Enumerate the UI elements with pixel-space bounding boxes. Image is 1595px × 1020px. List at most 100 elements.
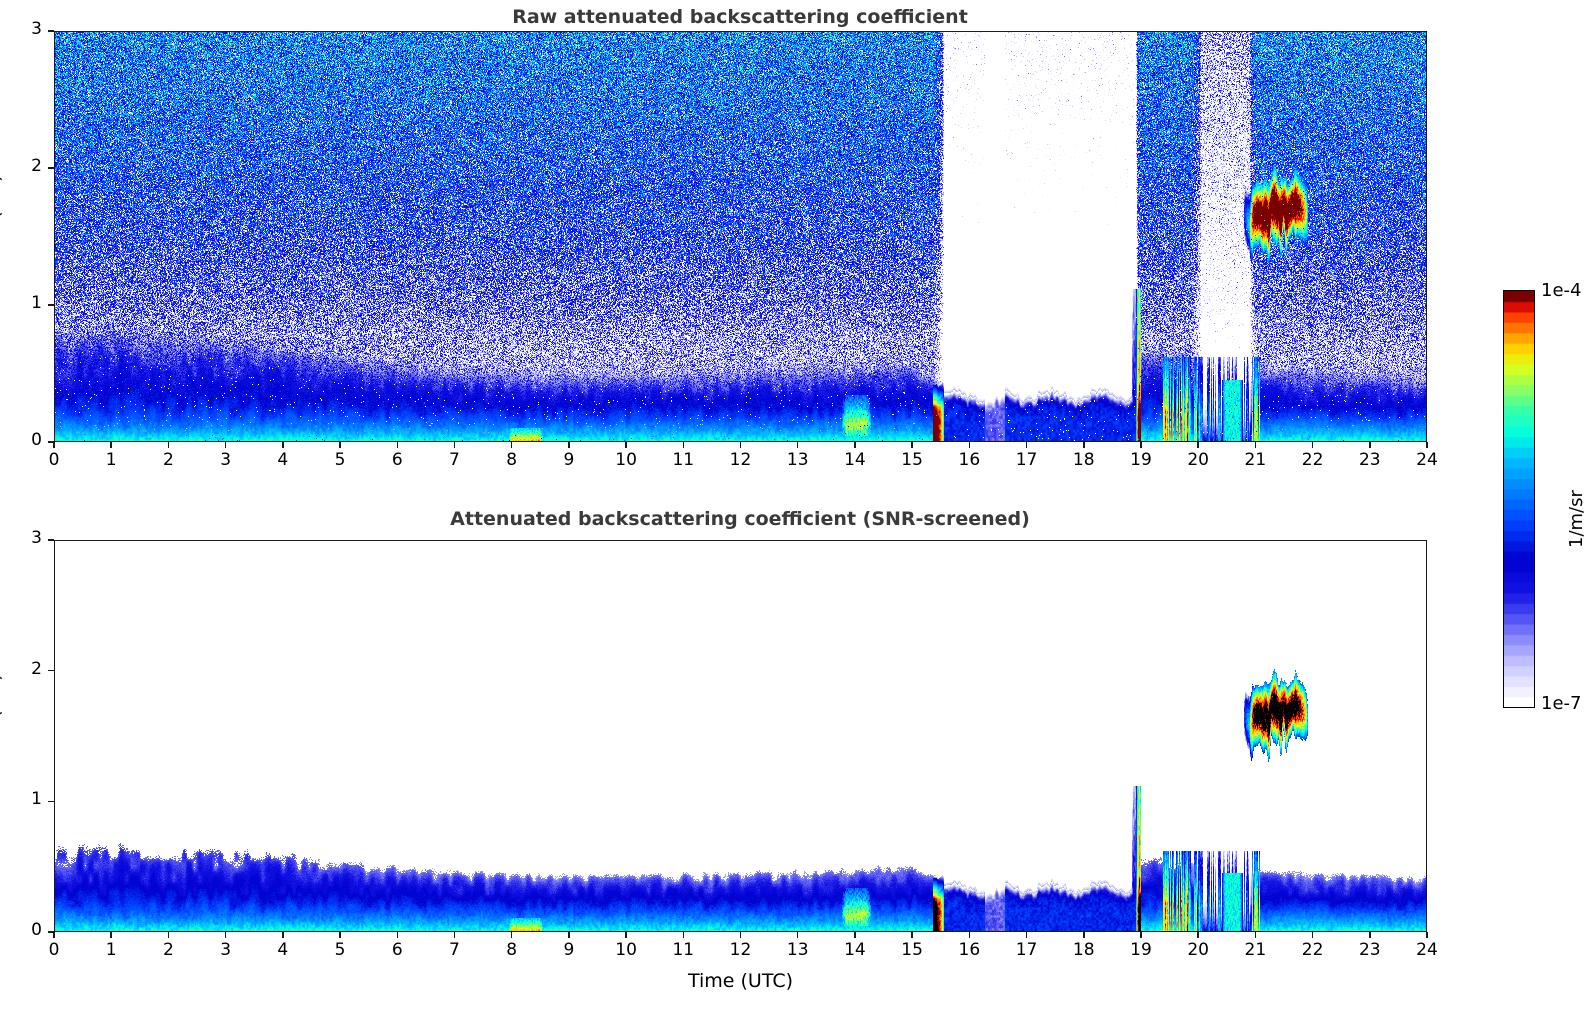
x-tick-mark <box>339 932 341 938</box>
x-tick-mark <box>568 932 570 938</box>
x-tick-mark <box>1369 932 1371 938</box>
x-tick-mark <box>224 932 227 938</box>
x-tick-mark <box>854 442 856 448</box>
x-tick-mark <box>739 442 742 448</box>
x-tick-mark <box>682 932 685 938</box>
x-tick-label: 6 <box>391 450 403 470</box>
x-tick-label: 9 <box>563 940 575 960</box>
x-tick-label: 3 <box>220 450 232 470</box>
x-tick-mark <box>1311 442 1314 448</box>
x-tick-label: 2 <box>162 450 174 470</box>
x-tick-mark <box>1254 442 1257 448</box>
x-tick-mark <box>625 932 627 938</box>
x-tick-label: 16 <box>958 450 981 470</box>
x-tick-label: 14 <box>844 940 866 960</box>
x-tick-label: 6 <box>391 940 403 960</box>
x-tick-label: 0 <box>48 940 60 960</box>
x-tick-mark <box>1140 932 1142 938</box>
x-tick-mark <box>110 442 112 448</box>
x-tick-label: 21 <box>1244 450 1267 470</box>
panel-screened-y-axis-label: Altitude (km) <box>0 673 4 798</box>
x-tick-label: 5 <box>334 450 346 470</box>
x-tick-label: 10 <box>615 940 637 960</box>
x-tick-mark <box>796 442 799 448</box>
x-tick-label: 19 <box>1130 940 1152 960</box>
x-tick-mark <box>1369 442 1371 448</box>
x-tick-mark <box>510 932 513 938</box>
x-tick-mark <box>1083 442 1085 448</box>
x-tick-mark <box>625 442 627 448</box>
x-tick-label: 9 <box>563 450 575 470</box>
x-tick-label: 18 <box>1072 940 1095 960</box>
x-tick-label: 5 <box>334 940 346 960</box>
y-tick-label: 1 <box>31 293 42 313</box>
x-tick-mark <box>396 932 398 938</box>
x-tick-label: 24 <box>1416 940 1438 960</box>
x-tick-mark <box>224 442 227 448</box>
x-tick-label: 13 <box>786 450 809 470</box>
x-tick-mark <box>396 442 398 448</box>
x-tick-label: 15 <box>901 450 923 470</box>
x-tick-mark <box>282 932 284 938</box>
x-tick-label: 14 <box>844 450 866 470</box>
y-tick-mark <box>48 441 54 443</box>
y-tick-mark <box>48 167 54 169</box>
x-tick-label: 20 <box>1187 940 1209 960</box>
x-tick-mark <box>510 442 513 448</box>
y-tick-label: 2 <box>31 156 42 176</box>
x-tick-mark <box>167 932 170 938</box>
x-tick-mark <box>968 932 971 938</box>
panel-raw-y-axis-label: Altitude (km) <box>0 173 4 299</box>
x-tick-mark <box>739 932 742 938</box>
x-tick-mark <box>1426 932 1428 938</box>
x-tick-label: 1 <box>105 940 117 960</box>
x-tick-mark <box>1254 932 1257 938</box>
panel-raw-title: Raw attenuated backscattering coefficien… <box>512 6 968 28</box>
x-tick-label: 0 <box>48 450 60 470</box>
y-tick-label: 2 <box>31 658 42 679</box>
x-tick-mark <box>1311 932 1314 938</box>
x-tick-mark <box>53 932 55 938</box>
x-tick-mark <box>1426 442 1428 448</box>
x-tick-label: 8 <box>506 450 518 470</box>
x-tick-label: 16 <box>958 940 981 960</box>
panel-screened-heatmap <box>54 540 1427 932</box>
x-tick-label: 7 <box>449 940 460 960</box>
x-tick-mark <box>1140 442 1142 448</box>
colorbar-gradient <box>1503 290 1535 708</box>
colorbar-unit-label: 1/m/sr <box>1566 490 1587 548</box>
x-tick-mark <box>453 932 456 938</box>
x-tick-mark <box>682 442 685 448</box>
x-tick-label: 15 <box>901 940 923 960</box>
x-tick-label: 17 <box>1015 450 1038 470</box>
panel-screened-title: Attenuated backscattering coefficient (S… <box>450 508 1030 530</box>
x-tick-mark <box>968 442 971 448</box>
panel-screened-axes-frame <box>54 540 1427 932</box>
y-tick-label: 3 <box>31 19 42 39</box>
x-tick-label: 20 <box>1187 450 1209 470</box>
x-tick-label: 19 <box>1130 450 1152 470</box>
x-tick-label: 21 <box>1244 940 1267 960</box>
y-tick-mark <box>48 30 54 32</box>
x-tick-mark <box>1025 932 1028 938</box>
y-tick-mark <box>48 304 54 306</box>
panel-raw-axes-frame <box>54 31 1427 442</box>
x-tick-mark <box>282 442 284 448</box>
x-tick-mark <box>167 442 170 448</box>
x-tick-mark <box>1197 442 1199 448</box>
x-tick-mark <box>1197 932 1199 938</box>
x-tick-label: 2 <box>162 940 174 960</box>
y-tick-mark <box>48 539 54 541</box>
x-tick-mark <box>453 442 456 448</box>
x-tick-mark <box>796 932 799 938</box>
y-tick-mark <box>48 669 54 672</box>
x-tick-mark <box>53 442 55 448</box>
y-tick-label: 0 <box>31 430 42 450</box>
x-tick-label: 24 <box>1416 450 1438 470</box>
x-tick-label: 11 <box>672 940 695 960</box>
x-tick-label: 10 <box>615 450 637 470</box>
x-tick-label: 23 <box>1358 940 1381 960</box>
x-tick-label: 12 <box>729 450 752 470</box>
x-tick-label: 22 <box>1301 940 1324 960</box>
